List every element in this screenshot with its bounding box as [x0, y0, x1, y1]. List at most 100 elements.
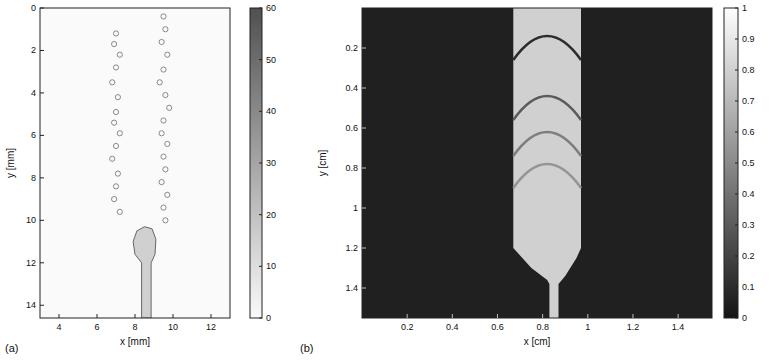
y-tick-label: 10 [26, 215, 36, 225]
bubble [113, 65, 118, 70]
x-tick [407, 314, 408, 318]
y-tick [362, 48, 366, 49]
x-tick-label: 1.2 [627, 322, 640, 332]
x-tick [452, 314, 453, 318]
colorbar-tick-label: 60 [266, 3, 276, 13]
bubble [117, 131, 122, 136]
y-tick-label: 1.4 [345, 283, 358, 293]
bubble [113, 184, 118, 189]
figure: 468101202468101214x [mm]y [mm]0102030405… [0, 0, 782, 363]
y-tick-label: 8 [31, 173, 36, 183]
y-tick-label: 0.2 [345, 43, 358, 53]
y-tick [362, 128, 366, 129]
y-tick-label: 0.4 [345, 83, 358, 93]
y-tick [40, 305, 44, 306]
y-tick-label: 0.8 [345, 163, 358, 173]
bubble [157, 80, 162, 85]
colorbar-tick [735, 163, 738, 164]
colorbar [724, 8, 738, 318]
colorbar-tick [735, 318, 738, 319]
panel: 0.20.40.60.811.21.40.20.40.60.811.21.4x … [300, 3, 755, 354]
y-tick-label: 0.6 [345, 123, 358, 133]
y-tick-label: 1.2 [345, 243, 358, 253]
y-tick-label: 1 [353, 203, 358, 213]
colorbar-tick [259, 111, 262, 112]
x-tick [135, 314, 136, 318]
x-tick-label: 8 [132, 322, 137, 332]
image [40, 8, 230, 318]
x-tick-label: 12 [206, 322, 216, 332]
bubble [161, 154, 166, 159]
bubble [165, 52, 170, 57]
colorbar-tick [259, 214, 262, 215]
y-tick [40, 220, 44, 221]
colorbar-tick [735, 39, 738, 40]
colorbar-tick-label: 0.3 [742, 220, 755, 230]
x-tick [211, 314, 212, 318]
bubble [113, 143, 118, 148]
colorbar-tick [259, 318, 262, 319]
y-tick-label: 4 [31, 88, 36, 98]
colorbar-tick-label: 0 [266, 313, 271, 323]
y-tick [40, 50, 44, 51]
bubble [112, 41, 117, 46]
front [513, 164, 581, 188]
colorbar-tick [259, 163, 262, 164]
y-tick [40, 92, 44, 93]
colorbar-tick [735, 287, 738, 288]
bubble [165, 141, 170, 146]
x-tick-label: 0.6 [491, 322, 504, 332]
y-tick [362, 248, 366, 249]
colorbar-tick [735, 194, 738, 195]
bubble [165, 192, 170, 197]
image [362, 8, 712, 318]
y-tick [40, 8, 44, 9]
bubble [115, 171, 120, 176]
y-tick [40, 262, 44, 263]
bubble [113, 109, 118, 114]
frame [40, 8, 230, 318]
colorbar-tick-label: 10 [266, 261, 276, 271]
bubble [163, 167, 168, 172]
bubble [163, 27, 168, 32]
bubble [167, 105, 172, 110]
y-tick [40, 177, 44, 178]
x-tick [497, 314, 498, 318]
bubble [112, 120, 117, 125]
x-axis-title: x [mm] [120, 336, 150, 347]
jet [513, 8, 581, 318]
colorbar-tick-label: 30 [266, 158, 276, 168]
x-tick [678, 314, 679, 318]
bubble [163, 218, 168, 223]
x-tick [542, 314, 543, 318]
bubble [110, 156, 115, 161]
frame [362, 8, 712, 318]
x-tick [173, 314, 174, 318]
colorbar-tick [259, 8, 262, 9]
colorbar-tick [735, 70, 738, 71]
bubble [117, 52, 122, 57]
jet [133, 227, 156, 318]
background [40, 8, 230, 318]
colorbar-tick [735, 132, 738, 133]
x-tick-label: 0.8 [536, 322, 549, 332]
x-tick [59, 314, 60, 318]
colorbar-tick-label: 0.6 [742, 127, 755, 137]
front [513, 36, 581, 60]
bubble [112, 196, 117, 201]
y-tick [362, 208, 366, 209]
front [513, 132, 581, 156]
y-tick [40, 135, 44, 136]
colorbar-tick [259, 59, 262, 60]
x-tick-label: 0.2 [401, 322, 414, 332]
y-tick-label: 6 [31, 130, 36, 140]
y-tick [362, 88, 366, 89]
colorbar-tick [259, 266, 262, 267]
colorbar-tick-label: 1 [742, 3, 747, 13]
bubble [161, 205, 166, 210]
bubble [159, 131, 164, 136]
colorbar-tick-label: 40 [266, 106, 276, 116]
y-tick [362, 168, 366, 169]
front [513, 96, 581, 120]
bubble [110, 80, 115, 85]
